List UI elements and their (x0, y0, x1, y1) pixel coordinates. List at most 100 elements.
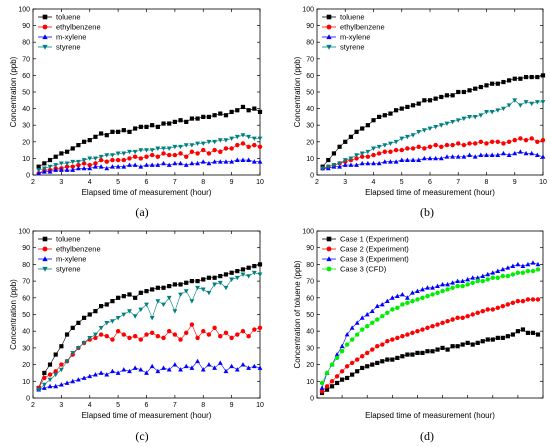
data-point (212, 282, 218, 287)
data-point (421, 128, 427, 133)
data-point (217, 138, 223, 143)
data-point (334, 352, 340, 357)
data-point (529, 150, 535, 156)
data-point (377, 114, 382, 119)
data-point (375, 360, 380, 366)
legend-label: styrene (340, 43, 365, 52)
data-point (420, 295, 425, 301)
data-point (525, 297, 531, 302)
data-point (42, 375, 47, 381)
data-point (518, 136, 523, 141)
x-tick-label: 2 (315, 179, 319, 186)
data-point (81, 161, 87, 166)
data-point (70, 159, 76, 165)
data-point (98, 332, 104, 337)
data-point (195, 151, 200, 156)
data-point (445, 287, 450, 292)
data-point (144, 124, 149, 129)
data-point (81, 341, 87, 346)
data-point (460, 283, 465, 289)
data-point (246, 274, 252, 279)
data-point (415, 328, 420, 334)
series-line (321, 262, 539, 389)
data-point (438, 123, 444, 128)
data-point (393, 159, 399, 164)
data-point (384, 298, 390, 304)
data-point (104, 320, 110, 326)
data-point (365, 123, 370, 128)
data-point (58, 367, 64, 373)
y-axis-label: Concentration (ppb) (293, 56, 302, 127)
data-point (512, 98, 518, 103)
data-point (138, 148, 144, 153)
y-tick-label: 50 (306, 312, 314, 319)
data-point (470, 280, 475, 285)
data-point (246, 134, 252, 140)
data-point (339, 343, 345, 349)
data-point (201, 147, 206, 153)
legend-label: Case 3 (Experiment) (340, 255, 409, 264)
data-point (345, 375, 350, 381)
data-point (59, 362, 64, 367)
data-point (229, 136, 235, 141)
data-point (166, 295, 172, 301)
data-point (81, 139, 87, 144)
legend-marker (326, 236, 332, 242)
data-point (455, 315, 460, 321)
series-line (38, 272, 261, 390)
x-tick-label: 7 (456, 179, 460, 186)
data-point (506, 152, 512, 157)
series-line (322, 151, 544, 169)
chart-panel-c: 0 10 20 30 40 50 60 70 80 90 100 2 3 4 5 6 7 8 9 10 Elapsed … (9, 229, 264, 444)
data-point (42, 370, 47, 376)
data-point (478, 113, 484, 118)
legend-marker (326, 266, 332, 272)
data-point (540, 137, 546, 143)
data-point (53, 154, 58, 159)
data-point (478, 84, 483, 90)
y-tick-label: 100 (18, 7, 30, 14)
data-point (161, 302, 166, 307)
data-point (501, 79, 506, 85)
data-point (484, 141, 489, 146)
data-point (104, 302, 109, 307)
data-point (110, 299, 115, 304)
data-point (229, 159, 235, 164)
legend-marker (326, 44, 332, 50)
data-point (365, 154, 371, 159)
data-point (240, 141, 246, 146)
data-point (144, 332, 149, 337)
series-styrene (320, 98, 546, 171)
data-point (334, 355, 340, 361)
data-point (470, 342, 475, 347)
data-point (371, 152, 376, 158)
y-tick-label: 40 (22, 329, 30, 336)
data-point (375, 317, 380, 322)
data-point (76, 320, 81, 325)
data-point (343, 139, 348, 144)
data-point (337, 164, 343, 169)
legend-label: ethylbenzene (56, 23, 101, 32)
data-point (93, 164, 98, 169)
data-point (440, 320, 445, 326)
data-point (138, 124, 143, 129)
data-point (319, 389, 325, 394)
data-point (410, 103, 416, 108)
data-point (523, 74, 529, 80)
x-tick-label: 8 (485, 179, 489, 186)
data-point (229, 270, 234, 275)
data-point (104, 153, 110, 158)
x-tick-label: 5 (116, 179, 120, 186)
data-point (433, 155, 439, 161)
data-point (47, 383, 53, 389)
data-point (495, 305, 501, 311)
data-point (144, 154, 149, 159)
data-point (127, 156, 132, 161)
data-point (115, 164, 121, 169)
data-point (127, 129, 132, 134)
legend-label: ethylbenzene (340, 23, 385, 32)
data-point (206, 290, 212, 296)
data-point (155, 154, 161, 159)
data-point (195, 279, 200, 284)
data-point (354, 156, 359, 161)
